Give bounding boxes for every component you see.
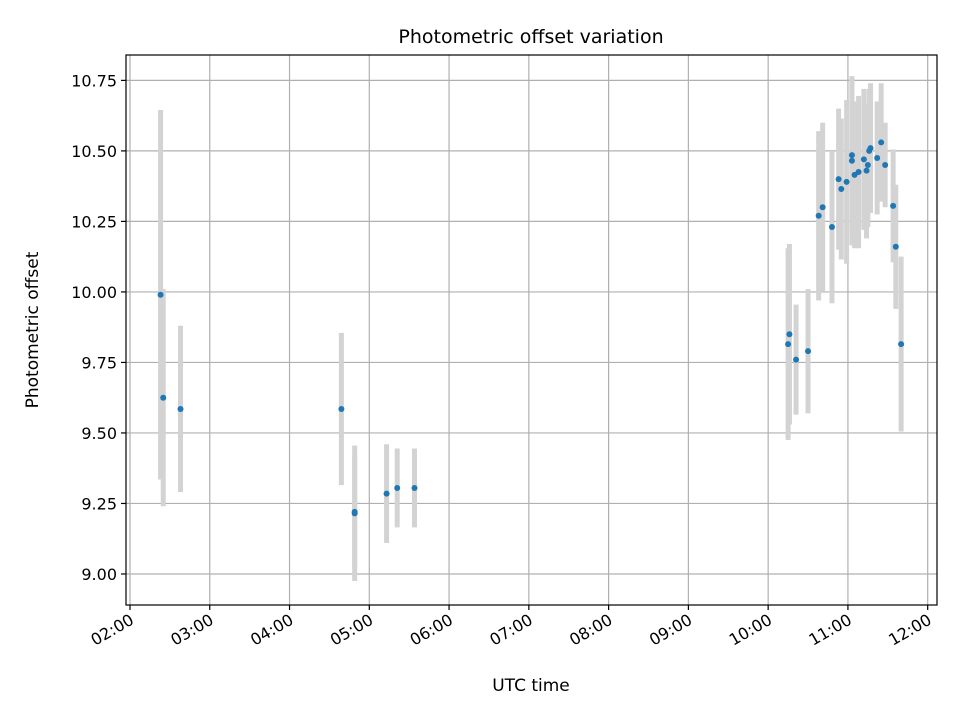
y-axis-ticks: 9.00 9.25 9.50 9.75 10.00 10.25 10.50 10.75 xyxy=(71,71,126,584)
x-tick-label: 12:00 xyxy=(885,610,934,650)
data-points xyxy=(157,139,905,517)
x-axis-label: UTC time xyxy=(492,676,570,696)
error-bars xyxy=(158,76,904,582)
data-point xyxy=(863,167,870,174)
x-tick-label: 02:00 xyxy=(88,610,137,650)
data-point xyxy=(874,154,881,161)
x-tick-label: 05:00 xyxy=(327,610,376,650)
data-point xyxy=(411,484,418,491)
data-point xyxy=(157,291,164,298)
data-point xyxy=(878,139,885,146)
x-tick-label: 08:00 xyxy=(566,610,615,650)
y-tick-label: 10.25 xyxy=(71,212,117,231)
x-tick-label: 11:00 xyxy=(805,610,854,650)
x-tick-label: 10:00 xyxy=(726,610,775,650)
data-point xyxy=(848,157,855,164)
data-point xyxy=(785,341,792,348)
data-point xyxy=(835,176,842,183)
data-point xyxy=(805,348,812,355)
data-point xyxy=(860,156,867,163)
data-point xyxy=(160,394,167,401)
x-axis-ticks: 02:00 03:00 04:00 05:00 06:00 07:00 08:00 09:00… xyxy=(88,605,935,650)
grid xyxy=(126,55,937,605)
y-tick-label: 9.25 xyxy=(81,494,117,513)
data-point xyxy=(898,341,905,348)
plot-frame xyxy=(125,54,938,606)
data-point xyxy=(338,405,345,412)
y-tick-label: 9.50 xyxy=(81,424,117,443)
chart-title: Photometric offset variation xyxy=(398,26,663,48)
data-point xyxy=(351,508,358,515)
y-tick-label: 10.00 xyxy=(71,283,117,302)
data-point xyxy=(864,162,871,168)
data-point xyxy=(882,162,889,168)
y-tick-label: 10.75 xyxy=(71,71,117,90)
y-tick-label: 10.50 xyxy=(71,142,117,161)
data-point xyxy=(828,224,835,231)
data-point xyxy=(892,243,899,250)
data-point xyxy=(786,331,793,338)
data-point xyxy=(838,185,845,192)
data-point xyxy=(177,405,184,412)
data-point xyxy=(819,204,826,211)
data-point xyxy=(890,202,897,209)
y-tick-label: 9.00 xyxy=(81,565,117,584)
x-tick-label: 09:00 xyxy=(646,610,695,650)
data-point xyxy=(394,484,401,491)
data-point xyxy=(383,490,390,497)
data-point xyxy=(815,212,822,219)
x-tick-label: 04:00 xyxy=(247,610,296,650)
x-tick-label: 06:00 xyxy=(407,610,456,650)
data-point xyxy=(848,152,855,159)
data-point xyxy=(867,145,874,152)
data-point xyxy=(855,169,862,176)
x-tick-label: 07:00 xyxy=(486,610,535,650)
y-axis-label: Photometric offset xyxy=(23,251,43,408)
data-point xyxy=(843,178,850,185)
x-tick-label: 03:00 xyxy=(167,610,216,650)
y-tick-label: 9.75 xyxy=(81,353,117,372)
data-point xyxy=(793,356,800,363)
